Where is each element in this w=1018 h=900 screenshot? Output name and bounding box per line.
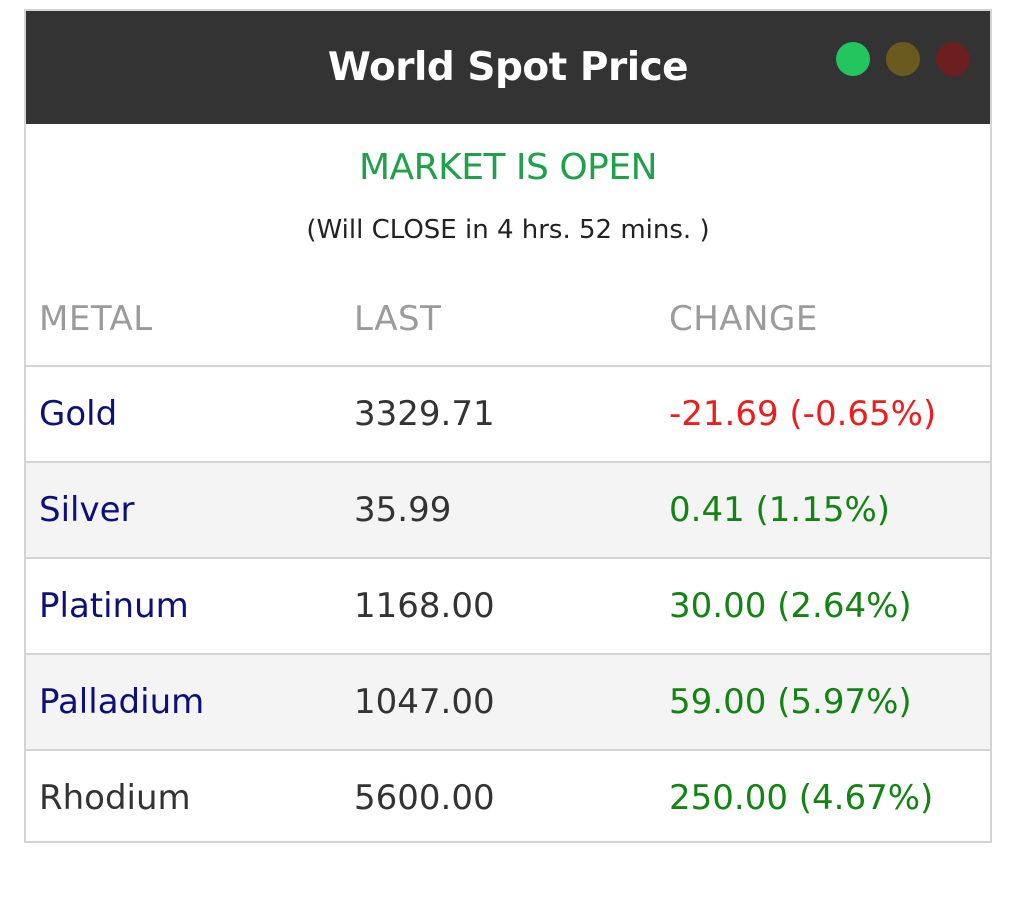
column-header-last: LAST [354, 299, 442, 339]
last-price-silver: 35.99 [354, 490, 452, 530]
last-price-gold: 3329.71 [354, 394, 495, 434]
widget-header: World Spot Price [26, 11, 990, 124]
metal-link-silver[interactable]: Silver [39, 490, 135, 530]
widget-title: World Spot Price [327, 45, 689, 90]
market-close-countdown: (Will CLOSE in 4 hrs. 52 mins. ) [306, 215, 710, 245]
table-row-rhodium: Rhodium 5600.00 250.00 (4.67%) [26, 749, 990, 845]
change-palladium: 59.00 (5.97%) [669, 682, 912, 722]
table-row-platinum: Platinum 1168.00 30.00 (2.64%) [26, 557, 990, 653]
last-price-platinum: 1168.00 [354, 586, 495, 626]
change-platinum: 30.00 (2.64%) [669, 586, 912, 626]
change-gold: -21.69 (-0.65%) [669, 394, 937, 434]
last-price-palladium: 1047.00 [354, 682, 495, 722]
green-light-icon [836, 42, 870, 76]
column-header-change: CHANGE [669, 299, 818, 339]
red-light-icon [936, 42, 970, 76]
metal-link-platinum[interactable]: Platinum [39, 586, 189, 626]
change-rhodium: 250.00 (4.67%) [669, 778, 934, 818]
column-header-metal: METAL [39, 299, 153, 339]
metal-link-gold[interactable]: Gold [39, 394, 118, 434]
metal-link-palladium[interactable]: Palladium [39, 682, 205, 722]
last-price-rhodium: 5600.00 [354, 778, 495, 818]
spot-price-widget: World Spot Price MARKET IS OPEN (Will CL… [24, 9, 992, 843]
change-silver: 0.41 (1.15%) [669, 490, 891, 530]
price-table: Gold 3329.71 -21.69 (-0.65%) Silver 35.9… [26, 365, 990, 845]
amber-light-icon [886, 42, 920, 76]
table-row-gold: Gold 3329.71 -21.69 (-0.65%) [26, 365, 990, 461]
market-status: MARKET IS OPEN [358, 147, 658, 188]
table-row-silver: Silver 35.99 0.41 (1.15%) [26, 461, 990, 557]
metal-label-rhodium: Rhodium [39, 778, 191, 818]
table-row-palladium: Palladium 1047.00 59.00 (5.97%) [26, 653, 990, 749]
